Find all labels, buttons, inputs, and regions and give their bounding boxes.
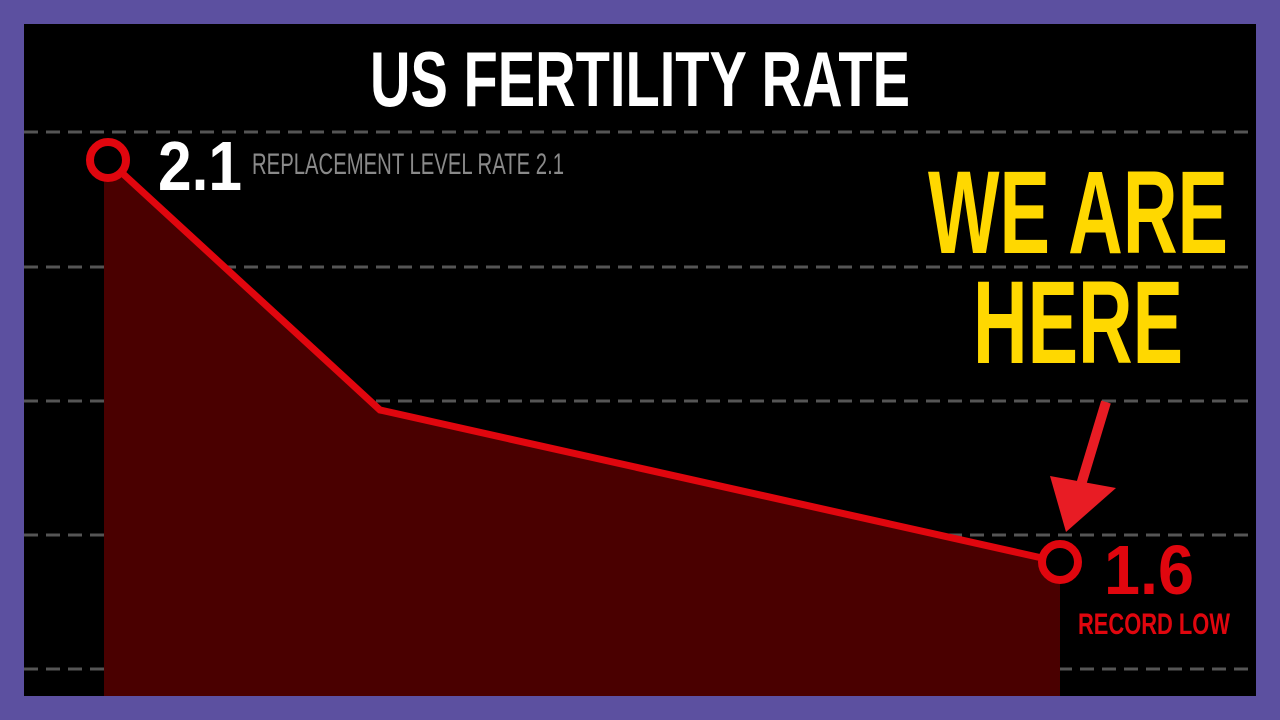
- points-layer: [86, 138, 1082, 584]
- series-line: [105, 157, 1061, 566]
- start-value-label: 2.1: [158, 127, 242, 205]
- line-layer: [105, 157, 1061, 566]
- replacement-level-label: REPLACEMENT LEVEL RATE 2.1: [252, 148, 564, 181]
- record-low-label: RECORD LOW: [1078, 608, 1230, 641]
- area-layer: [104, 160, 1060, 696]
- callout-line-2: HERE: [973, 257, 1183, 389]
- end-point-marker: [1038, 540, 1082, 584]
- callout-arrow: [1050, 400, 1116, 532]
- series-area: [104, 160, 1060, 696]
- end-value-label: 1.6: [1104, 531, 1194, 609]
- start-point-marker: [86, 138, 130, 182]
- chart-title: US FERTILITY RATE: [370, 35, 910, 123]
- callout-line-1: WE ARE: [928, 147, 1228, 279]
